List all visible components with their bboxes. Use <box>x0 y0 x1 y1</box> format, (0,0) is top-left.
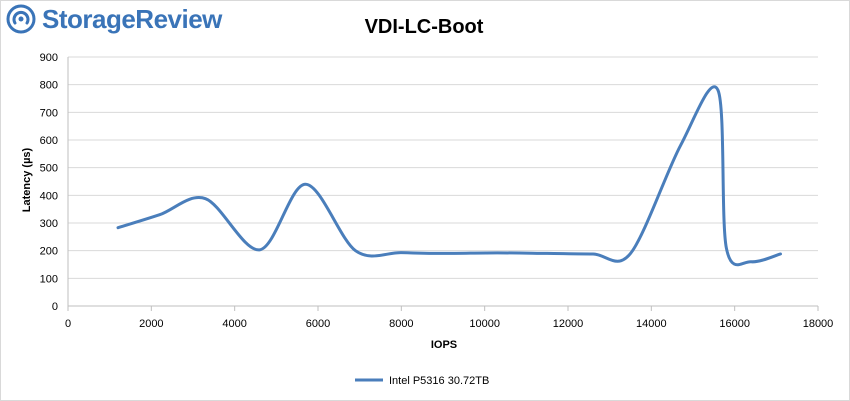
y-axis-label: Latency (µs) <box>21 147 33 212</box>
legend-label: Intel P5316 30.72TB <box>389 375 489 387</box>
y-tick-label: 700 <box>40 107 58 119</box>
x-tick-label: 0 <box>65 318 71 330</box>
x-tick-label: 4000 <box>222 318 246 330</box>
logo: StorageReview <box>6 4 222 34</box>
y-axis-ticks: 0 100 200 300 400 500 600 700 800 900 <box>40 52 58 313</box>
series-line <box>116 85 782 267</box>
storagereview-logo-icon <box>6 4 36 34</box>
y-tick-label: 300 <box>40 218 58 230</box>
y-tick-label: 500 <box>40 163 58 175</box>
x-tick-label: 12000 <box>553 318 584 330</box>
x-tick-label: 10000 <box>469 318 500 330</box>
x-tick-label: 8000 <box>389 318 413 330</box>
y-tick-label: 800 <box>40 80 58 92</box>
axes <box>67 57 818 307</box>
y-tick-label: 600 <box>40 135 58 147</box>
y-tick-label: 0 <box>52 301 58 313</box>
logo-text: StorageReview <box>42 4 222 34</box>
y-tick-label: 200 <box>40 246 58 258</box>
series-group <box>116 85 782 267</box>
gridlines <box>68 56 818 307</box>
x-axis-ticks: 0 2000 4000 6000 8000 10000 12000 14000 16000 180… <box>65 306 833 330</box>
x-tick-label: 18000 <box>803 318 834 330</box>
x-tick-label: 14000 <box>636 318 667 330</box>
y-tick-label: 400 <box>40 190 58 202</box>
x-tick-label: 2000 <box>139 318 163 330</box>
x-tick-label: 6000 <box>306 318 330 330</box>
chart-title: VDI-LC-Boot <box>365 16 484 38</box>
y-tick-label: 100 <box>40 273 58 285</box>
x-tick-label: 16000 <box>719 318 750 330</box>
x-axis-label: IOPS <box>431 339 457 351</box>
legend: Intel P5316 30.72TB <box>355 375 489 387</box>
y-tick-label: 900 <box>40 52 58 64</box>
